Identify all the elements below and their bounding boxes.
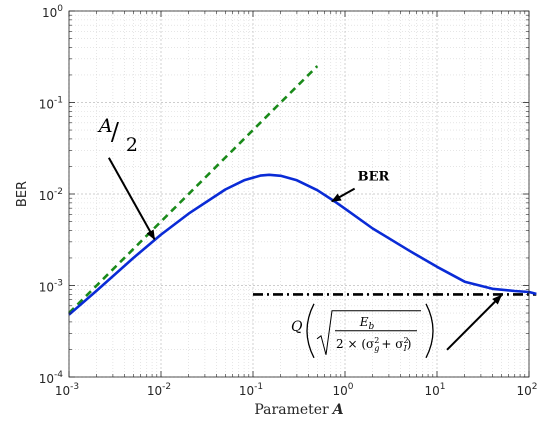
- y-tick-label: 10-1: [39, 96, 63, 112]
- annotation-a-over-2-arrow: [107, 157, 156, 241]
- q-fraction-numerator: Eb: [359, 315, 375, 332]
- annotations: A / 2 BER Q Eb 2 × (σ2 g + σ2 I): [97, 115, 503, 359]
- y-tick-label: 10-4: [39, 370, 64, 386]
- q-fraction-denominator: 2 × (σ2 g + σ2 I): [336, 336, 411, 353]
- annotation-q-arrow: [446, 294, 503, 351]
- annotation-q-formula: Q Eb 2 × (σ2 g + σ2 I): [291, 303, 434, 359]
- x-axis-label-symbol: A: [331, 402, 344, 418]
- annotation-a-over-2-den: 2: [126, 134, 138, 156]
- annotation-a-over-2-num: A: [97, 115, 113, 137]
- x-tick-label: 101: [424, 382, 445, 398]
- a-over-2-line: [68, 65, 319, 314]
- y-tick-labels: 10-4 10-3 10-2 10-1 100: [39, 4, 64, 386]
- y-tick-label: 10-3: [39, 279, 63, 295]
- x-axis-label-text: Parameter: [254, 402, 329, 418]
- annotation-ber-arrow: [331, 187, 356, 203]
- x-axis-label: Parameter A: [254, 402, 343, 418]
- y-axis-label: BER: [15, 181, 30, 207]
- y-tick-label: 100: [42, 4, 63, 20]
- x-tick-label: 10-3: [55, 382, 79, 398]
- tick-marks: [68, 10, 530, 378]
- annotation-a-over-2-slash: /: [111, 118, 120, 146]
- ber-curve: [68, 173, 537, 316]
- x-tick-label: 10-1: [239, 382, 263, 398]
- x-tick-label: 10-2: [147, 382, 171, 398]
- q-right-paren: [425, 303, 434, 359]
- x-tick-label: 102: [516, 382, 537, 398]
- q-sqrt-sign: [316, 310, 421, 355]
- q-symbol: Q: [291, 319, 303, 335]
- annotation-ber: BER: [358, 170, 390, 185]
- y-tick-label: 10-2: [39, 187, 63, 203]
- series-layer: [68, 65, 537, 316]
- x-tick-labels: 10-3 10-2 10-1 100 101 102: [55, 382, 538, 398]
- q-left-paren: [306, 303, 315, 359]
- annotation-a-over-2: A / 2: [97, 115, 138, 156]
- x-tick-label: 100: [332, 382, 353, 398]
